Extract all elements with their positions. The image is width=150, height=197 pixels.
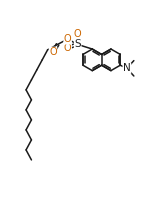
Text: N: N [123, 63, 131, 73]
Text: O: O [49, 47, 57, 57]
Text: O: O [74, 29, 81, 39]
Text: O: O [64, 34, 71, 44]
Text: O: O [64, 43, 71, 53]
Text: S: S [74, 39, 81, 49]
